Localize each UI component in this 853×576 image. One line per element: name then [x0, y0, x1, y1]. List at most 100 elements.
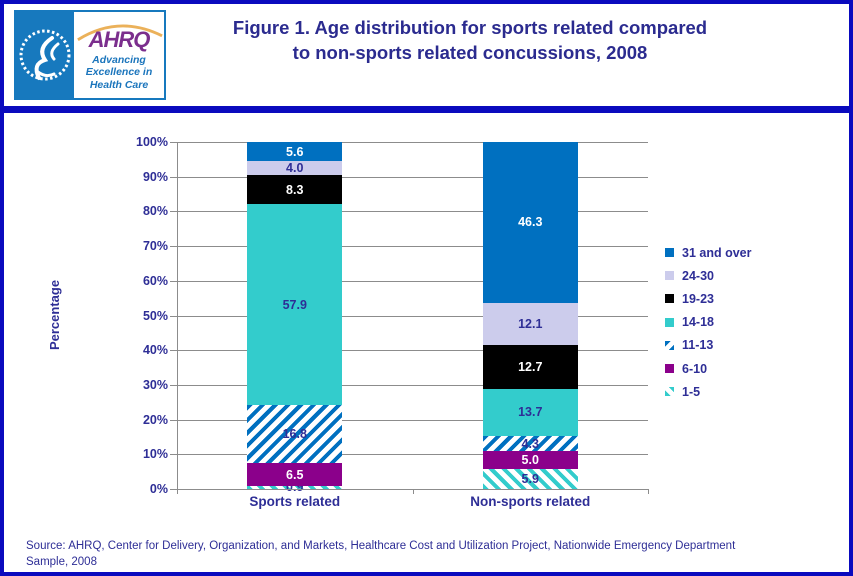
hhs-seal [16, 12, 74, 98]
y-axis-tick [170, 246, 177, 248]
x-axis-line [177, 489, 649, 490]
y-tick-label: 10% [142, 447, 168, 462]
bar-segment: 16.8 [247, 405, 343, 464]
x-axis-tick [412, 489, 414, 494]
y-axis-tick [170, 142, 177, 143]
bar-segment: 13.7 [482, 388, 578, 437]
legend-swatch [665, 248, 674, 258]
x-axis-tick [648, 489, 649, 494]
legend-label: 11-13 [682, 338, 714, 353]
legend-swatch [665, 317, 674, 327]
legend-swatch [665, 271, 674, 281]
legend-swatch [665, 364, 674, 374]
bar-value-label: 8.3 [286, 182, 304, 197]
legend-item: 11-13 [665, 334, 751, 357]
gridline [177, 246, 648, 248]
legend-label: 1-5 [682, 384, 701, 399]
y-axis-tick [170, 315, 177, 317]
bar-segment: 57.9 [247, 204, 343, 406]
y-axis-title: Percentage [47, 279, 62, 351]
bar-segment: 4.3 [482, 436, 578, 452]
bar-value-label: 12.1 [518, 316, 543, 331]
legend: 31 and over 24-30 19-23 14-18 11-13 6-10 1-5 [665, 241, 751, 403]
bar-segment: 5.6 [247, 142, 343, 162]
tagline-line-1: Advancing [92, 54, 146, 67]
y-axis-tick [170, 211, 177, 213]
legend-label: 19-23 [682, 291, 714, 306]
bar-value-label: 6.5 [286, 467, 304, 482]
y-axis-tick [170, 176, 177, 178]
ahrq-logo: AHRQ Advancing Excellence in Health Care [14, 10, 166, 100]
tagline-line-3: Health Care [89, 78, 149, 91]
legend-label: 6-10 [682, 361, 708, 376]
bar-value-label: 57.9 [282, 297, 307, 312]
x-axis-tick [177, 489, 178, 494]
y-axis-tick [170, 384, 177, 386]
gridline [177, 419, 648, 421]
gridline [177, 142, 648, 143]
gridline [177, 454, 648, 456]
bar-value-label: 46.3 [518, 215, 543, 230]
y-tick-label: 40% [142, 343, 168, 358]
y-tick-label: 0% [149, 482, 168, 496]
ahrq-acronym: AHRQ [88, 27, 151, 53]
y-axis-tick [170, 419, 177, 421]
y-axis-tick [170, 454, 177, 456]
y-axis-tick [170, 489, 177, 490]
gridline [177, 384, 648, 386]
bar-value-label: 13.7 [518, 405, 543, 420]
y-tick-label: 90% [142, 169, 168, 184]
y-axis-tick [170, 280, 177, 282]
legend-item: 1-5 [665, 380, 751, 403]
y-axis-tick [170, 350, 177, 352]
legend-item: 14-18 [665, 311, 751, 334]
y-tick-label: 20% [142, 412, 168, 427]
y-tick-label: 100% [136, 135, 168, 149]
gridline [177, 350, 648, 352]
y-tick-label: 70% [142, 239, 168, 254]
bar-segment: 12.7 [482, 344, 578, 389]
legend-item: 31 and over [665, 241, 751, 264]
figure-title: Figure 1. Age distribution for sports re… [170, 16, 770, 66]
bar-segment: 46.3 [482, 142, 578, 303]
bar-value-label: 5.0 [521, 452, 539, 467]
legend-swatch [665, 340, 674, 350]
bar-value-label: 4.3 [521, 436, 539, 451]
bar-segment: 8.3 [247, 175, 343, 205]
bar-segment: 5.9 [482, 468, 578, 489]
source-line-1: Source: AHRQ, Center for Delivery, Organ… [26, 540, 736, 552]
ahrq-logo-text: AHRQ Advancing Excellence in Health Care [74, 12, 164, 98]
source-note: Source: AHRQ, Center for Delivery, Organ… [26, 539, 831, 570]
legend-swatch [665, 294, 674, 304]
gridline [177, 211, 648, 213]
legend-label: 31 and over [682, 245, 752, 260]
legend-label: 24-30 [682, 268, 714, 283]
x-category-label: Non-sports related [470, 494, 591, 509]
bar-segment: 4.0 [247, 161, 343, 175]
gridline [177, 176, 648, 178]
bar-segment: 5.0 [482, 451, 578, 469]
bar-segment: 12.1 [482, 302, 578, 345]
y-tick-label: 30% [142, 377, 168, 392]
header-divider-bar [0, 106, 853, 113]
bar-value-label: 12.7 [518, 359, 543, 374]
x-category-label: Sports related [249, 494, 341, 509]
logo-arc-icon [77, 24, 163, 41]
legend-item: 6-10 [665, 357, 751, 380]
figure-title-line-1: Figure 1. Age distribution for sports re… [232, 17, 708, 38]
hhs-eagle-icon [19, 29, 71, 81]
source-line-2: Sample, 2008 [26, 555, 97, 568]
bar-value-label: 5.9 [521, 471, 539, 486]
figure-title-line-2: to non-sports related concussions, 2008 [292, 41, 648, 63]
legend-label: 14-18 [682, 315, 714, 330]
legend-item: 19-23 [665, 287, 751, 310]
legend-item: 24-30 [665, 264, 751, 287]
bar-value-label: 16.8 [282, 427, 307, 442]
y-tick-label: 80% [142, 204, 168, 219]
ahrq-tagline: Advancing Excellence in Health Care [86, 54, 153, 90]
gridline [177, 315, 648, 317]
gridline [177, 280, 648, 282]
y-tick-label: 50% [142, 308, 168, 323]
y-tick-label: 60% [142, 273, 168, 288]
